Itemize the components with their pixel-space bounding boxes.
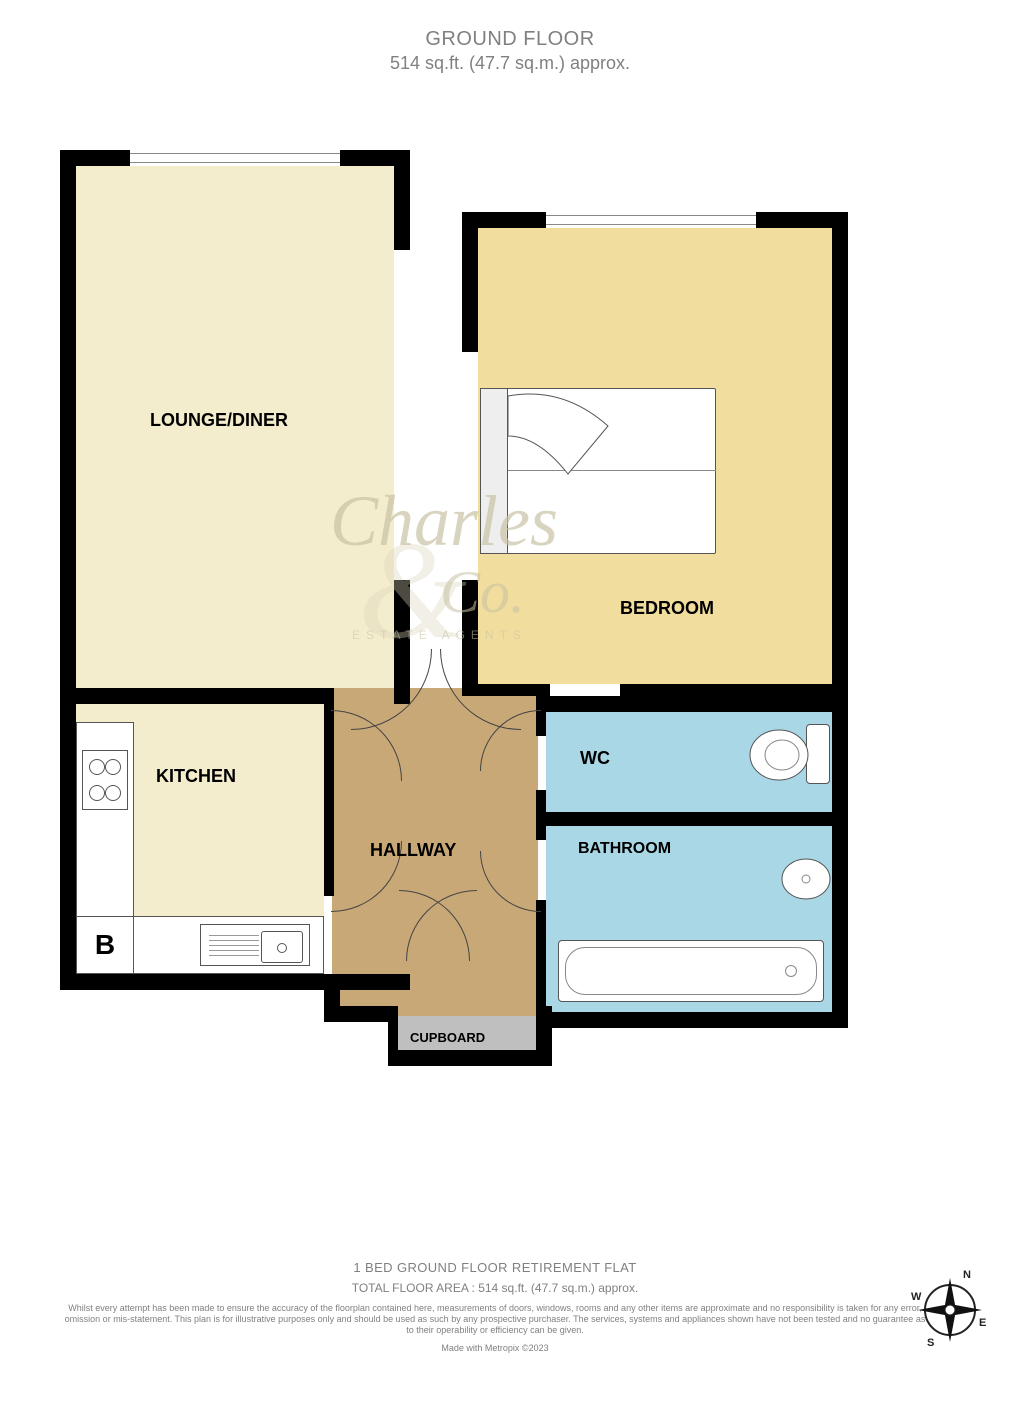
sink xyxy=(200,924,310,966)
watermark-sub: ESTATE AGENTS xyxy=(352,628,527,642)
boiler: B xyxy=(76,916,134,974)
wc-bowl-icon xyxy=(748,726,810,784)
label-hallway: HALLWAY xyxy=(370,840,456,861)
footer-subtitle: 1 BED GROUND FLOOR RETIREMENT FLAT xyxy=(60,1260,930,1275)
footer-disclaimer: Whilst every attempt has been made to en… xyxy=(60,1303,930,1335)
footer-area: TOTAL FLOOR AREA : 514 sq.ft. (47.7 sq.m… xyxy=(60,1281,930,1295)
bath xyxy=(558,940,824,1002)
boiler-label: B xyxy=(95,929,115,961)
compass: N S E W xyxy=(915,1275,985,1345)
bed-head xyxy=(480,388,508,554)
title-line1: GROUND FLOOR xyxy=(0,28,1020,51)
label-lounge: LOUNGE/DINER xyxy=(150,410,288,431)
label-bedroom: BEDROOM xyxy=(620,598,714,619)
label-cupboard: CUPBOARD xyxy=(410,1030,485,1045)
compass-e: E xyxy=(979,1317,986,1329)
title-line2: 514 sq.ft. (47.7 sq.m.) approx. xyxy=(0,53,1020,74)
label-wc: WC xyxy=(580,748,610,769)
label-kitchen: KITCHEN xyxy=(156,766,236,787)
footer-made: Made with Metropix ©2023 xyxy=(60,1343,930,1354)
footer: 1 BED GROUND FLOOR RETIREMENT FLAT TOTAL… xyxy=(60,1260,930,1354)
window-lounge xyxy=(130,150,340,166)
compass-s: S xyxy=(927,1337,934,1349)
bed-sheet-icon xyxy=(508,386,618,476)
compass-n: N xyxy=(963,1269,971,1281)
compass-w: W xyxy=(911,1291,921,1303)
page: GROUND FLOOR 514 sq.ft. (47.7 sq.m.) app… xyxy=(0,0,1020,1419)
title-block: GROUND FLOOR 514 sq.ft. (47.7 sq.m.) app… xyxy=(0,28,1020,74)
label-bathroom: BATHROOM xyxy=(578,840,671,858)
window-bedroom xyxy=(546,212,756,228)
compass-icon xyxy=(915,1275,985,1345)
floorplan: B LOUNGE/DINER BEDROOM KITCHEN HALLWAY W… xyxy=(60,150,850,1090)
basin-icon xyxy=(780,854,832,904)
hob xyxy=(82,750,128,810)
